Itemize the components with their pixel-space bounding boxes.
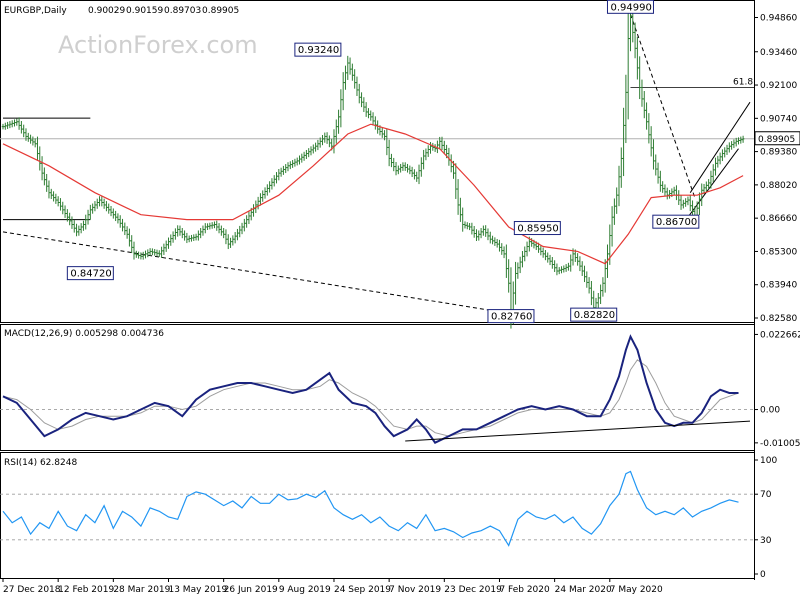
x-tick-label: 24 Sep 2019 [334, 585, 391, 595]
price-label-box [606, 0, 654, 14]
x-tick-label: 9 Aug 2019 [279, 585, 331, 595]
price-trendline [687, 148, 739, 218]
price-y-tick-label: 0.86660 [760, 214, 797, 224]
rsi-panel-frame [0, 452, 755, 579]
x-tick-label: 26 Jun 2019 [224, 585, 278, 595]
price-label: 0.82820 [574, 310, 615, 321]
x-tick-label: 7 May 2020 [610, 585, 663, 595]
macd-y-tick-label: -0.010052 [760, 439, 800, 449]
price-label: 0.86700 [656, 217, 697, 228]
ohlc-low: 0.89703 [164, 6, 201, 16]
rsi-y-tick-label: 0 [760, 570, 766, 580]
ohlc-high: 0.90159 [126, 6, 163, 16]
price-label-box [487, 309, 535, 324]
price-chart: 0.94990 0.93240 0.84720 0.85950 0.82760 0.828… [0, 0, 754, 329]
price-trendline [630, 14, 696, 198]
price-y-tick-label: 0.82580 [760, 314, 797, 324]
price-y-tick-label: 0.83940 [760, 281, 797, 291]
x-tick-label: 13 May 2019 [168, 585, 227, 595]
moving-average-line [2, 123, 744, 265]
axes: 0.94860 0.93460 0.92100 0.90740 0.89380 0.880… [2, 14, 800, 595]
price-label-box [570, 307, 618, 322]
price-trendline [2, 231, 512, 315]
macd-trendline [405, 420, 751, 442]
price-label: 0.93240 [298, 45, 339, 56]
price-y-tick-label: 0.89380 [760, 148, 797, 158]
rsi-y-tick-label: 100 [760, 456, 777, 466]
price-label-box [652, 214, 700, 229]
price-label-box [513, 221, 561, 236]
macd-title: MACD(12,26,9) 0.005298 0.004736 [4, 329, 164, 339]
rsi-title: RSI(14) 62.8248 [4, 458, 77, 468]
macd-y-tick-label: 0.00 [760, 406, 780, 416]
price-label: 0.84720 [70, 269, 111, 280]
rsi-y-tick-label: 70 [760, 490, 772, 500]
price-label: 0.94990 [610, 2, 651, 13]
rsi-line [2, 470, 739, 547]
macd-panel-frame [0, 324, 755, 451]
macd-chart [0, 334, 754, 444]
price-y-tick-label: 0.88020 [760, 181, 797, 191]
price-label: 0.85950 [517, 224, 558, 235]
ohlc-open: 0.90029 [88, 6, 125, 16]
rsi-chart [0, 470, 754, 547]
current-price-badge [754, 131, 800, 146]
x-tick-label: 28 Mar 2019 [113, 585, 170, 595]
x-tick-label: 7 Nov 2019 [389, 585, 441, 595]
price-label: 0.82760 [491, 312, 532, 323]
x-tick-label: 12 Feb 2019 [58, 585, 114, 595]
price-trendline [689, 101, 751, 193]
ohlc-close: 0.89905 [202, 6, 239, 16]
price-label-box [294, 42, 342, 57]
price-y-tick-label: 0.93460 [760, 48, 797, 58]
current-price-label: 0.89905 [758, 135, 795, 145]
price-y-tick-label: 0.92100 [760, 81, 797, 91]
price-label-box [66, 266, 114, 281]
watermark-text: ActionForex.com [58, 31, 258, 59]
price-y-tick-label: 0.90740 [760, 114, 797, 124]
macd-y-tick-label: 0.022662 [760, 330, 800, 340]
fib-level-label: 61.8 [733, 77, 753, 87]
x-tick-label: 23 Dec 2019 [444, 585, 502, 595]
x-tick-label: 24 Mar 2020 [555, 585, 612, 595]
price-y-tick-label: 0.94860 [760, 14, 797, 24]
x-tick-label: 27 Dec 2018 [3, 585, 61, 595]
macd-main-line [2, 334, 739, 444]
macd-signal-line [2, 359, 739, 437]
price-y-tick-label: 0.85300 [760, 247, 797, 257]
rsi-y-tick-label: 30 [760, 536, 772, 546]
symbol-label: EURGBP,Daily [4, 6, 67, 16]
x-tick-label: 7 Feb 2020 [499, 585, 550, 595]
